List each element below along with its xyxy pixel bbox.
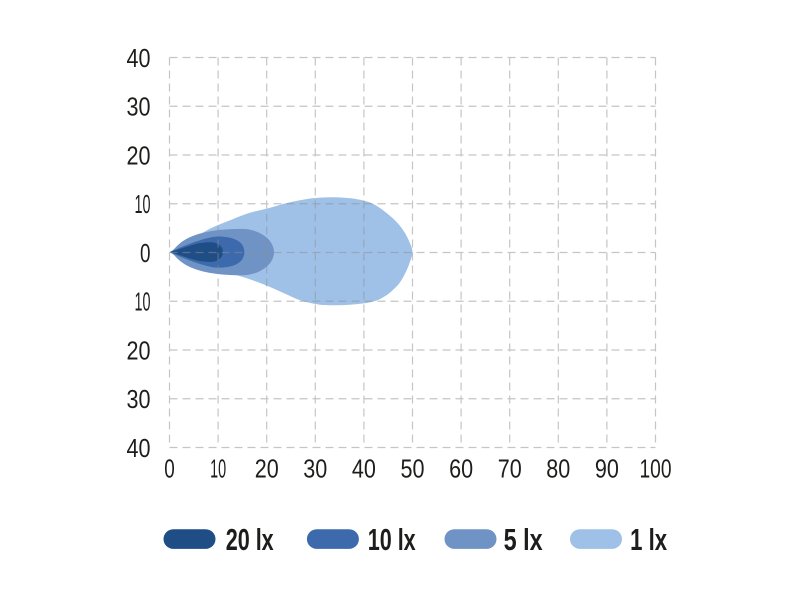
svg-text:30: 30 xyxy=(303,453,327,483)
svg-text:30: 30 xyxy=(127,92,151,122)
svg-text:10: 10 xyxy=(210,453,226,483)
svg-text:50: 50 xyxy=(401,453,425,483)
svg-text:1 lx: 1 lx xyxy=(630,523,667,557)
svg-text:40: 40 xyxy=(127,433,151,463)
svg-text:0: 0 xyxy=(164,453,175,483)
svg-text:20: 20 xyxy=(127,335,151,365)
svg-text:30: 30 xyxy=(127,384,151,414)
svg-text:0: 0 xyxy=(140,238,151,268)
svg-text:10: 10 xyxy=(135,189,151,219)
svg-text:20: 20 xyxy=(127,140,151,170)
svg-text:10: 10 xyxy=(135,287,151,317)
svg-text:60: 60 xyxy=(449,453,473,483)
svg-text:5 lx: 5 lx xyxy=(504,523,543,557)
svg-text:40: 40 xyxy=(127,43,151,73)
svg-text:10 lx: 10 lx xyxy=(368,523,416,557)
svg-text:80: 80 xyxy=(546,453,570,483)
svg-text:90: 90 xyxy=(595,453,619,483)
svg-text:100: 100 xyxy=(640,453,672,483)
svg-text:20 lx: 20 lx xyxy=(226,523,274,557)
svg-text:20: 20 xyxy=(255,453,279,483)
svg-text:70: 70 xyxy=(498,453,522,483)
svg-text:40: 40 xyxy=(352,453,376,483)
